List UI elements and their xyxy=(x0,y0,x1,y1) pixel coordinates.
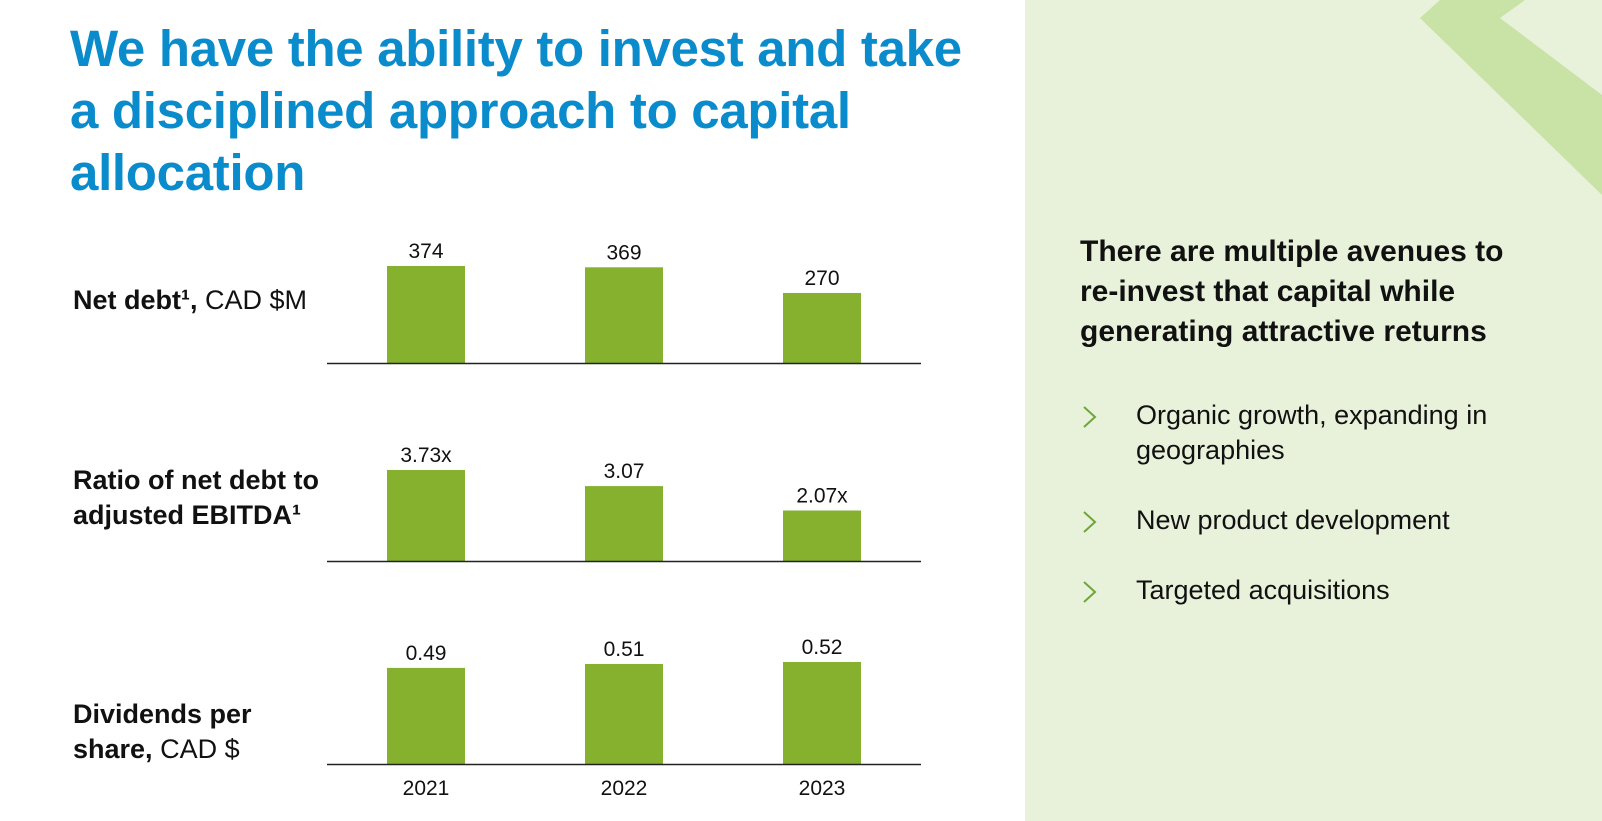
net-debt-bar-2023 xyxy=(783,292,861,363)
corner-chevron-cutout xyxy=(1500,0,1602,95)
debt-ratio-bar-2021 xyxy=(387,470,465,561)
chevron-right-icon xyxy=(1083,511,1097,533)
bar-charts: 374 369 270 3.73x 3.07 2.07x 0.49 0.51 0.52 2021 2… xyxy=(327,240,921,800)
panel-heading: There are multiple avenues to re-invest … xyxy=(1080,235,1504,348)
debt-ratio-value-label: 3.07 xyxy=(604,460,645,483)
dividends-bar-2023 xyxy=(783,662,861,764)
net-debt-label: Net debt¹, CAD $M xyxy=(73,283,323,318)
net-debt-value-label: 270 xyxy=(804,267,839,290)
dividends-bar-2022 xyxy=(585,663,663,764)
net-debt-bar-2022 xyxy=(585,267,663,363)
debt-ratio-label-bold: Ratio of net debt to adjusted EBITDA¹ xyxy=(73,465,319,530)
dividends-label-bold: Dividends per share, xyxy=(73,699,252,764)
net-debt-value-label: 369 xyxy=(606,241,641,264)
debt-ratio-value-label: 3.73x xyxy=(400,444,452,467)
debt-ratio-label: Ratio of net debt to adjusted EBITDA¹ xyxy=(73,463,323,533)
page-title: We have the ability to invest and take a… xyxy=(70,20,962,201)
bullet-text: Targeted acquisitions xyxy=(1136,575,1390,605)
year-tick-label: 2021 xyxy=(403,777,450,800)
bullet-text: Organic growth, expanding in geographies xyxy=(1136,400,1488,465)
right-panel: There are multiple avenues to re-invest … xyxy=(1025,0,1602,821)
debt-ratio-bar-2022 xyxy=(585,486,663,561)
dividends-value-label: 0.52 xyxy=(802,636,843,659)
debt-ratio-value-label: 2.07x xyxy=(796,484,848,507)
debt-ratio-bar-2023 xyxy=(783,510,861,561)
net-debt-bar-2021 xyxy=(387,266,465,363)
net-debt-label-bold: Net debt¹, xyxy=(73,285,198,315)
dividends-bar-2021 xyxy=(387,667,465,764)
dividends-label: Dividends per share, CAD $ xyxy=(73,697,323,767)
chevron-right-icon xyxy=(1083,581,1097,603)
net-debt-label-unit: CAD $M xyxy=(197,285,308,315)
dividends-label-unit: CAD $ xyxy=(152,734,240,764)
year-tick-label: 2022 xyxy=(601,777,648,800)
year-tick-label: 2023 xyxy=(799,777,846,800)
dividends-value-label: 0.51 xyxy=(604,638,645,661)
chevron-right-icon xyxy=(1083,406,1097,428)
dividends-value-label: 0.49 xyxy=(406,642,447,665)
bullet-text: New product development xyxy=(1136,505,1450,535)
corner-decoration xyxy=(1420,0,1602,195)
net-debt-value-label: 374 xyxy=(408,240,443,263)
